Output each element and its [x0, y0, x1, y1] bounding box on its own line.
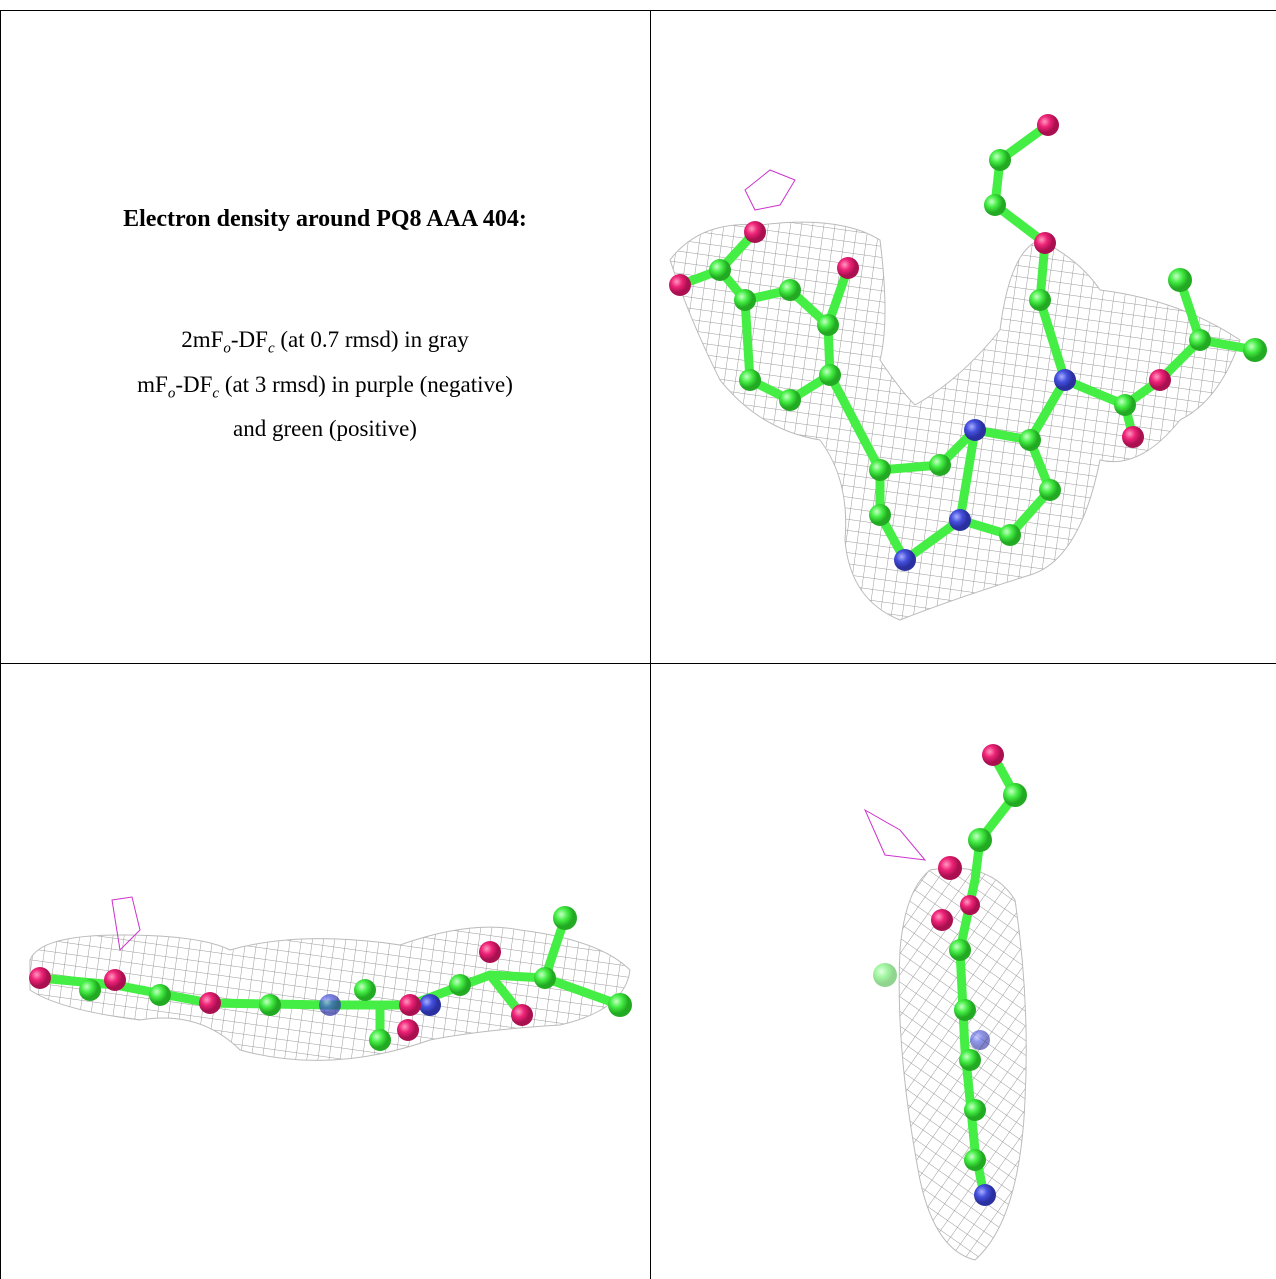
subscript: c	[267, 340, 275, 357]
caption-line: 2mFo-DFc (at 0.7 rmsd) in gray	[0, 322, 650, 367]
caption-text: -DF	[175, 371, 213, 397]
caption-line: and green (positive)	[0, 411, 650, 447]
panel-title: Electron density around PQ8 AAA 404:	[123, 206, 527, 232]
atoms	[873, 744, 1027, 1206]
negative-mesh	[744, 169, 796, 211]
subscript: o	[223, 340, 231, 357]
column-divider	[650, 10, 651, 1279]
caption-text: -DF	[230, 327, 268, 352]
caption-text: and green (positive)	[233, 416, 417, 442]
caption-text: (at 0.7 rmsd) in gray	[274, 327, 469, 352]
caption: 2mFo-DFc (at 0.7 rmsd) in gray mFo-DFc (a…	[0, 322, 650, 447]
atoms	[29, 906, 632, 1051]
density-mesh	[29, 926, 631, 1061]
row-divider	[0, 663, 1276, 664]
subscript: o	[167, 385, 176, 402]
subscript: c	[212, 385, 220, 402]
density-mesh	[669, 221, 1241, 621]
caption-line: mFo-DFc (at 3 rmsd) in purple (negative)	[0, 367, 650, 412]
table-border	[0, 10, 1276, 1279]
negative-mesh	[111, 896, 141, 952]
caption-text: 2mF	[181, 327, 224, 352]
negative-mesh	[863, 808, 927, 861]
atoms	[669, 114, 1267, 571]
caption-text: (at 3 rmsd) in purple (negative)	[219, 371, 513, 397]
bonds	[35, 913, 625, 1045]
caption-text: mF	[137, 371, 168, 397]
